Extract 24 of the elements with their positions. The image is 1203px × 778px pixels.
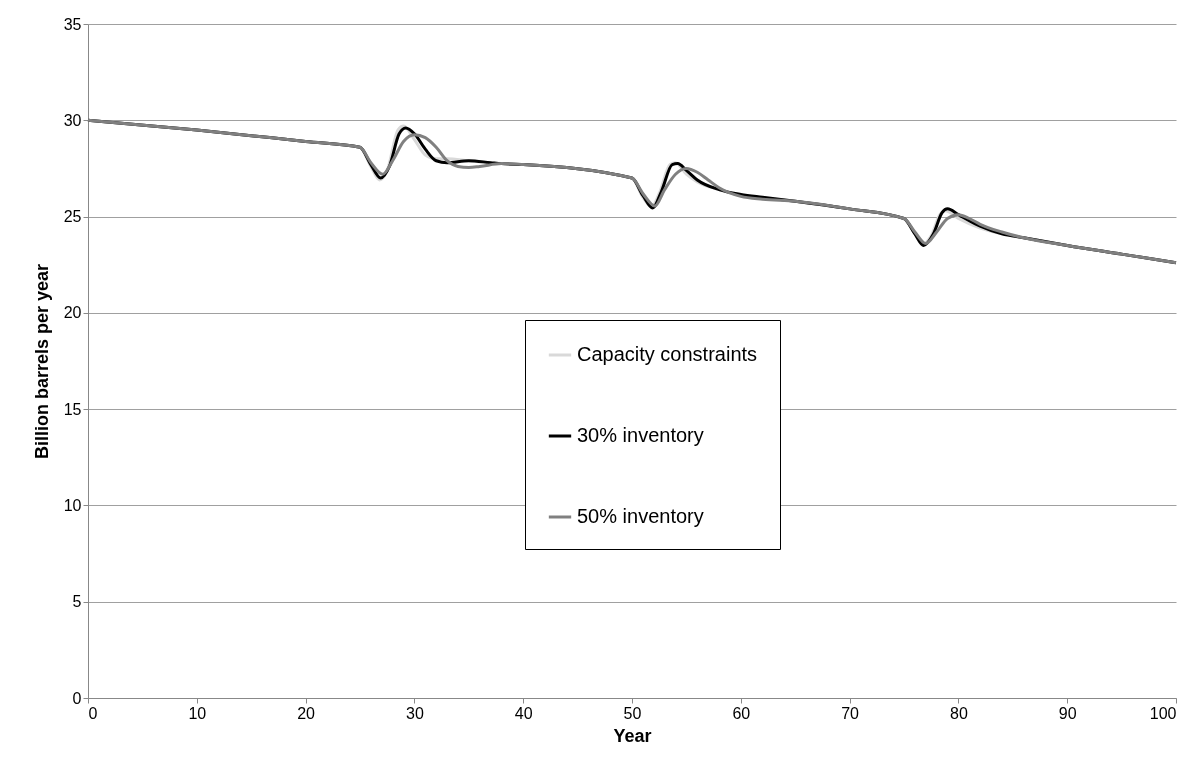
x-tick-label: 40 — [514, 704, 533, 722]
legend-label: 30% inventory — [577, 424, 704, 446]
y-tick-label: 25 — [63, 208, 82, 226]
x-tick-label: 90 — [1058, 704, 1077, 722]
x-tick-label: 70 — [841, 704, 860, 722]
y-tick-label: 5 — [72, 593, 82, 611]
y-tick-label: 35 — [63, 15, 82, 33]
legend-label: 50% inventory — [577, 505, 704, 527]
y-axis-title: Billion barrels per year — [31, 263, 52, 460]
x-tick-label: 30 — [406, 704, 424, 722]
y-tick-label: 15 — [63, 400, 82, 418]
x-tick-label: 0 — [88, 704, 98, 722]
x-tick-label: 50 — [623, 704, 642, 722]
x-tick-label: 60 — [732, 704, 751, 722]
x-tick-label: 10 — [188, 704, 207, 722]
y-tick-label: 30 — [63, 111, 82, 129]
y-tick-label: 0 — [72, 689, 82, 707]
x-axis-title: Year — [613, 725, 652, 746]
y-tick-label: 20 — [63, 304, 82, 322]
x-tick-label: 80 — [950, 704, 968, 722]
x-tick-label: 20 — [297, 704, 316, 722]
legend-label: Capacity constraints — [577, 343, 758, 365]
y-tick-label: 10 — [63, 496, 82, 514]
x-tick-label: 100 — [1149, 704, 1177, 722]
